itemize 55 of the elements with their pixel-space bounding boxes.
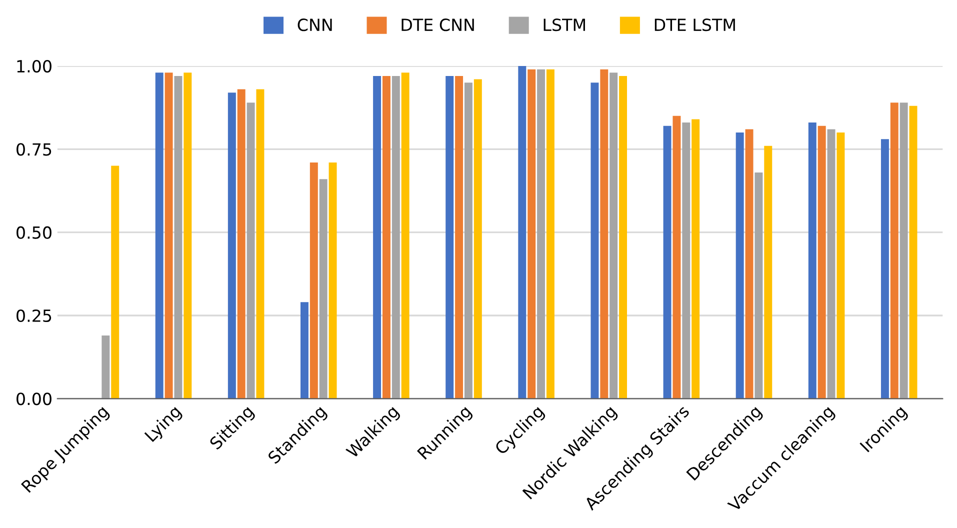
bar [682,122,690,399]
bar [382,76,390,399]
legend-label: LSTM [544,18,585,32]
y-tick-label: 0.50 [16,226,52,239]
bar [401,72,410,399]
bar [174,76,182,399]
bar [528,69,536,399]
bar [663,126,672,399]
bar [537,69,546,399]
y-tick-label: 0.00 [16,392,52,406]
bar [310,162,318,399]
bar [237,89,246,399]
bar [446,76,454,399]
bar [228,92,236,399]
bar [392,76,400,399]
bar [300,302,308,399]
bar [619,76,628,399]
bar [600,69,608,399]
bar [827,129,836,399]
y-tick-label: 1.00 [17,60,52,73]
bar [319,179,328,399]
bar [246,102,255,399]
y-tick-label: 0.75 [16,143,52,156]
bar [111,166,120,399]
bar [455,76,464,399]
bar [373,76,382,399]
bar [102,335,110,399]
bar [818,126,826,399]
legend-label: DTE LSTM [654,18,735,32]
bar [256,89,264,399]
bar [836,132,845,399]
bar [464,82,472,399]
bar [909,106,918,399]
bar [736,132,744,399]
bar [890,102,898,399]
bar [880,139,889,399]
bar [808,122,816,399]
bar [184,72,192,399]
bar [155,72,164,399]
bar [754,172,763,399]
bar [546,69,554,399]
legend-label: DTE CNN [402,18,474,32]
bar [610,72,618,399]
legend-label: CNN [298,18,332,32]
y-tick-label: 0.25 [16,309,52,322]
bar [672,116,681,399]
bar [900,102,908,399]
bar [164,72,173,399]
bar [590,82,599,399]
bar [745,129,754,399]
bar [518,66,526,399]
bar [692,119,700,399]
bar [328,162,337,399]
bar [474,79,482,399]
bar [764,146,772,399]
